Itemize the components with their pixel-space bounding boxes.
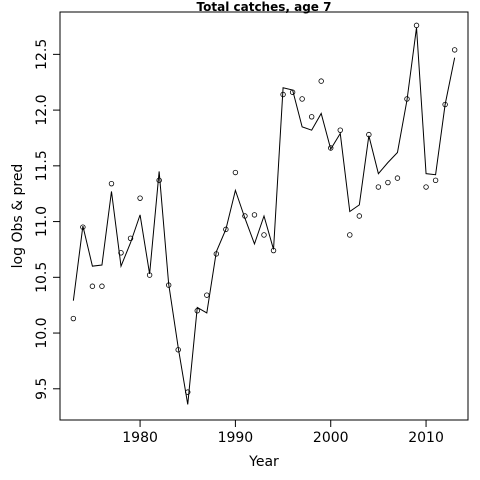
x-axis: 1980 1990 2000 2010 <box>122 420 444 446</box>
observed-point <box>232 169 239 176</box>
observed-point <box>137 195 143 201</box>
observed-point <box>356 213 363 219</box>
observed-point <box>328 145 334 151</box>
plot-frame <box>59 11 469 421</box>
y-tick-label: 11.0 <box>34 206 50 237</box>
y-tick-label: 12.0 <box>34 95 50 126</box>
x-tick-label: 2000 <box>313 430 349 446</box>
observed-point <box>156 177 162 184</box>
x-tick-label: 1990 <box>218 430 254 446</box>
x-tick-label: 2010 <box>408 430 444 446</box>
observed-point <box>223 226 229 233</box>
observed-point <box>423 184 429 190</box>
observed-point <box>347 232 353 238</box>
observed-point <box>299 96 305 102</box>
observed-point <box>118 250 124 256</box>
chart-title: Total catches, age 7 <box>197 0 332 14</box>
observed-point <box>127 235 134 241</box>
observed-point <box>204 292 210 298</box>
observed-point <box>318 78 324 84</box>
observed-point <box>432 177 439 184</box>
observed-point <box>375 184 382 190</box>
observed-point <box>451 47 458 53</box>
x-tick-label: 1980 <box>122 430 158 446</box>
predicted-line <box>72 27 456 405</box>
observed-point <box>385 179 391 186</box>
observed-point <box>261 232 267 238</box>
observed-point <box>89 283 96 289</box>
observed-point <box>251 212 258 218</box>
y-tick-label: 12.5 <box>34 39 50 70</box>
y-tick-label: 9.5 <box>34 378 50 400</box>
observed-point <box>108 180 115 187</box>
y-tick-label: 11.5 <box>34 150 50 181</box>
y-tick-label: 10.5 <box>34 262 50 293</box>
observed-point <box>337 127 343 133</box>
observed-point <box>308 114 315 120</box>
observed-point <box>70 315 77 322</box>
observed-point <box>99 283 105 289</box>
y-axis: 9.5 10.0 10.5 11.0 11.5 12.0 12.5 <box>34 39 60 400</box>
series-layer <box>70 22 458 405</box>
y-tick-label: 10.0 <box>34 317 50 348</box>
observed-point <box>413 22 420 29</box>
observed-point <box>394 175 401 181</box>
x-axis-label: Year <box>248 454 279 470</box>
y-axis-label: log Obs & pred <box>10 164 26 269</box>
